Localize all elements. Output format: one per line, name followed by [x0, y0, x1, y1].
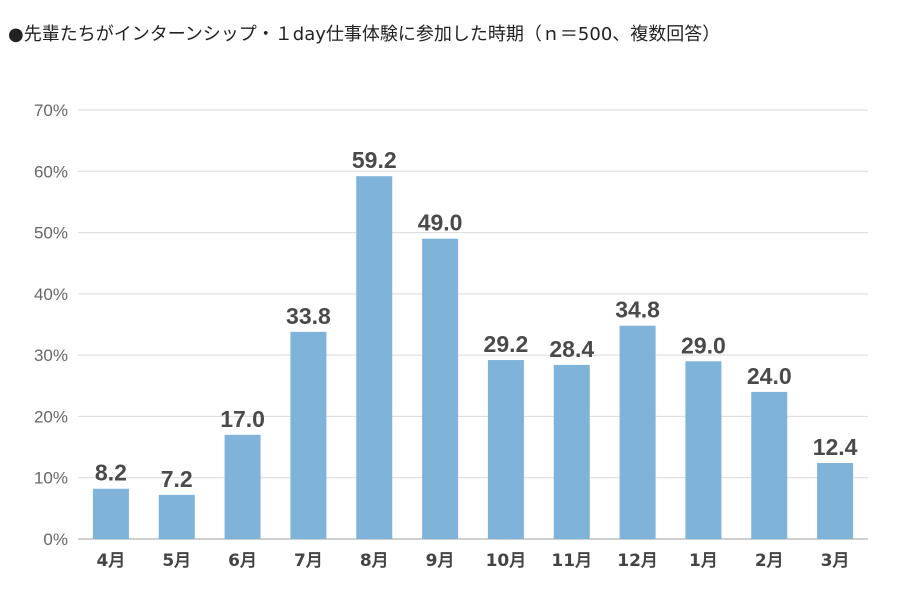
bar-1 [92, 488, 129, 539]
y-tick-label: 50% [34, 224, 68, 243]
bar-7 [487, 360, 524, 539]
y-tick-label: 60% [34, 162, 68, 181]
bar-6 [422, 238, 459, 539]
y-tick-label: 70% [34, 101, 68, 120]
data-label: 12.4 [813, 434, 858, 460]
bars [92, 176, 854, 539]
data-label: 33.8 [286, 303, 331, 329]
bar-12 [817, 463, 854, 539]
data-label: 17.0 [220, 406, 265, 432]
data-label: 59.2 [352, 147, 397, 173]
bar-3 [224, 434, 261, 539]
y-tick-label: 40% [34, 285, 68, 304]
data-label: 34.8 [615, 297, 660, 323]
data-label: 28.4 [549, 336, 594, 362]
data-label: 49.0 [418, 210, 463, 236]
data-label: 24.0 [747, 363, 792, 389]
x-tick-label: 7月 [294, 551, 323, 571]
x-tick-label: 2月 [755, 551, 784, 571]
bar-11 [751, 391, 788, 539]
y-axis-ticks: 0% 10% 20% 30% 40% 50% 60% 70% [34, 101, 68, 549]
bar-2 [158, 494, 195, 539]
x-tick-label: 10月 [486, 551, 527, 571]
bar-9 [619, 325, 656, 539]
x-tick-label: 4月 [96, 551, 125, 571]
x-tick-label: 8月 [360, 551, 389, 571]
y-tick-label: 20% [34, 407, 68, 426]
gridlines [78, 109, 868, 540]
x-axis-ticks: 4月 5月 6月 7月 8月 9月 10月 11月 12月 1月 2月 3月 [96, 551, 849, 571]
bar-5 [356, 176, 393, 539]
y-tick-label: 30% [34, 346, 68, 365]
x-tick-label: 11月 [551, 551, 592, 571]
data-label: 7.2 [161, 466, 193, 492]
bar-8 [553, 364, 590, 539]
chart-title: ●先輩たちがインターンシップ・１day仕事体験に参加した時期（ｎ＝500、複数回… [8, 24, 721, 45]
x-tick-label: 12月 [617, 551, 658, 571]
x-tick-label: 9月 [426, 551, 455, 571]
x-tick-label: 5月 [162, 551, 191, 571]
x-tick-label: 1月 [689, 551, 718, 571]
data-label: 29.0 [681, 332, 726, 358]
data-label: 8.2 [95, 460, 127, 486]
bar-4 [290, 331, 327, 539]
y-tick-label: 0% [43, 530, 68, 549]
x-tick-label: 3月 [821, 551, 850, 571]
bar-10 [685, 361, 722, 539]
x-tick-label: 6月 [228, 551, 257, 571]
y-tick-label: 10% [34, 469, 68, 488]
data-labels: 8.2 7.2 17.0 33.8 59.2 49.0 29.2 28.4 34.8 29.0 24… [95, 147, 858, 492]
data-label: 29.2 [484, 331, 529, 357]
